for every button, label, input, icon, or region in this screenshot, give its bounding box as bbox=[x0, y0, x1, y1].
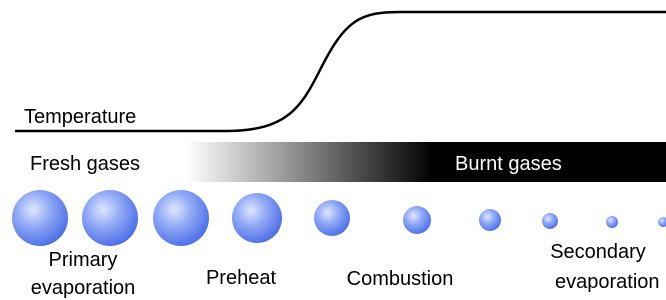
droplet bbox=[314, 200, 350, 236]
droplet bbox=[606, 216, 618, 228]
stage-label: Preheat bbox=[206, 267, 276, 289]
stage-label: evaporation bbox=[555, 271, 660, 293]
droplet bbox=[82, 190, 138, 246]
stage-label: Secondary bbox=[550, 241, 646, 263]
stage-label: evaporation bbox=[31, 277, 136, 299]
stage-label: Combustion bbox=[347, 268, 454, 290]
droplets bbox=[12, 190, 666, 246]
droplet bbox=[479, 209, 501, 231]
curve-label: Temperature bbox=[24, 106, 136, 128]
droplet bbox=[403, 206, 431, 234]
droplet bbox=[542, 213, 558, 229]
band-right-label: Burnt gases bbox=[455, 153, 562, 175]
droplet bbox=[232, 193, 282, 243]
stage-label: Primary bbox=[49, 249, 118, 271]
band-left-label: Fresh gases bbox=[30, 153, 140, 175]
droplet bbox=[658, 217, 666, 227]
diagram: Temperature Fresh gases Burnt gases Prim… bbox=[0, 0, 666, 300]
droplet bbox=[153, 190, 209, 246]
droplet bbox=[12, 190, 68, 246]
